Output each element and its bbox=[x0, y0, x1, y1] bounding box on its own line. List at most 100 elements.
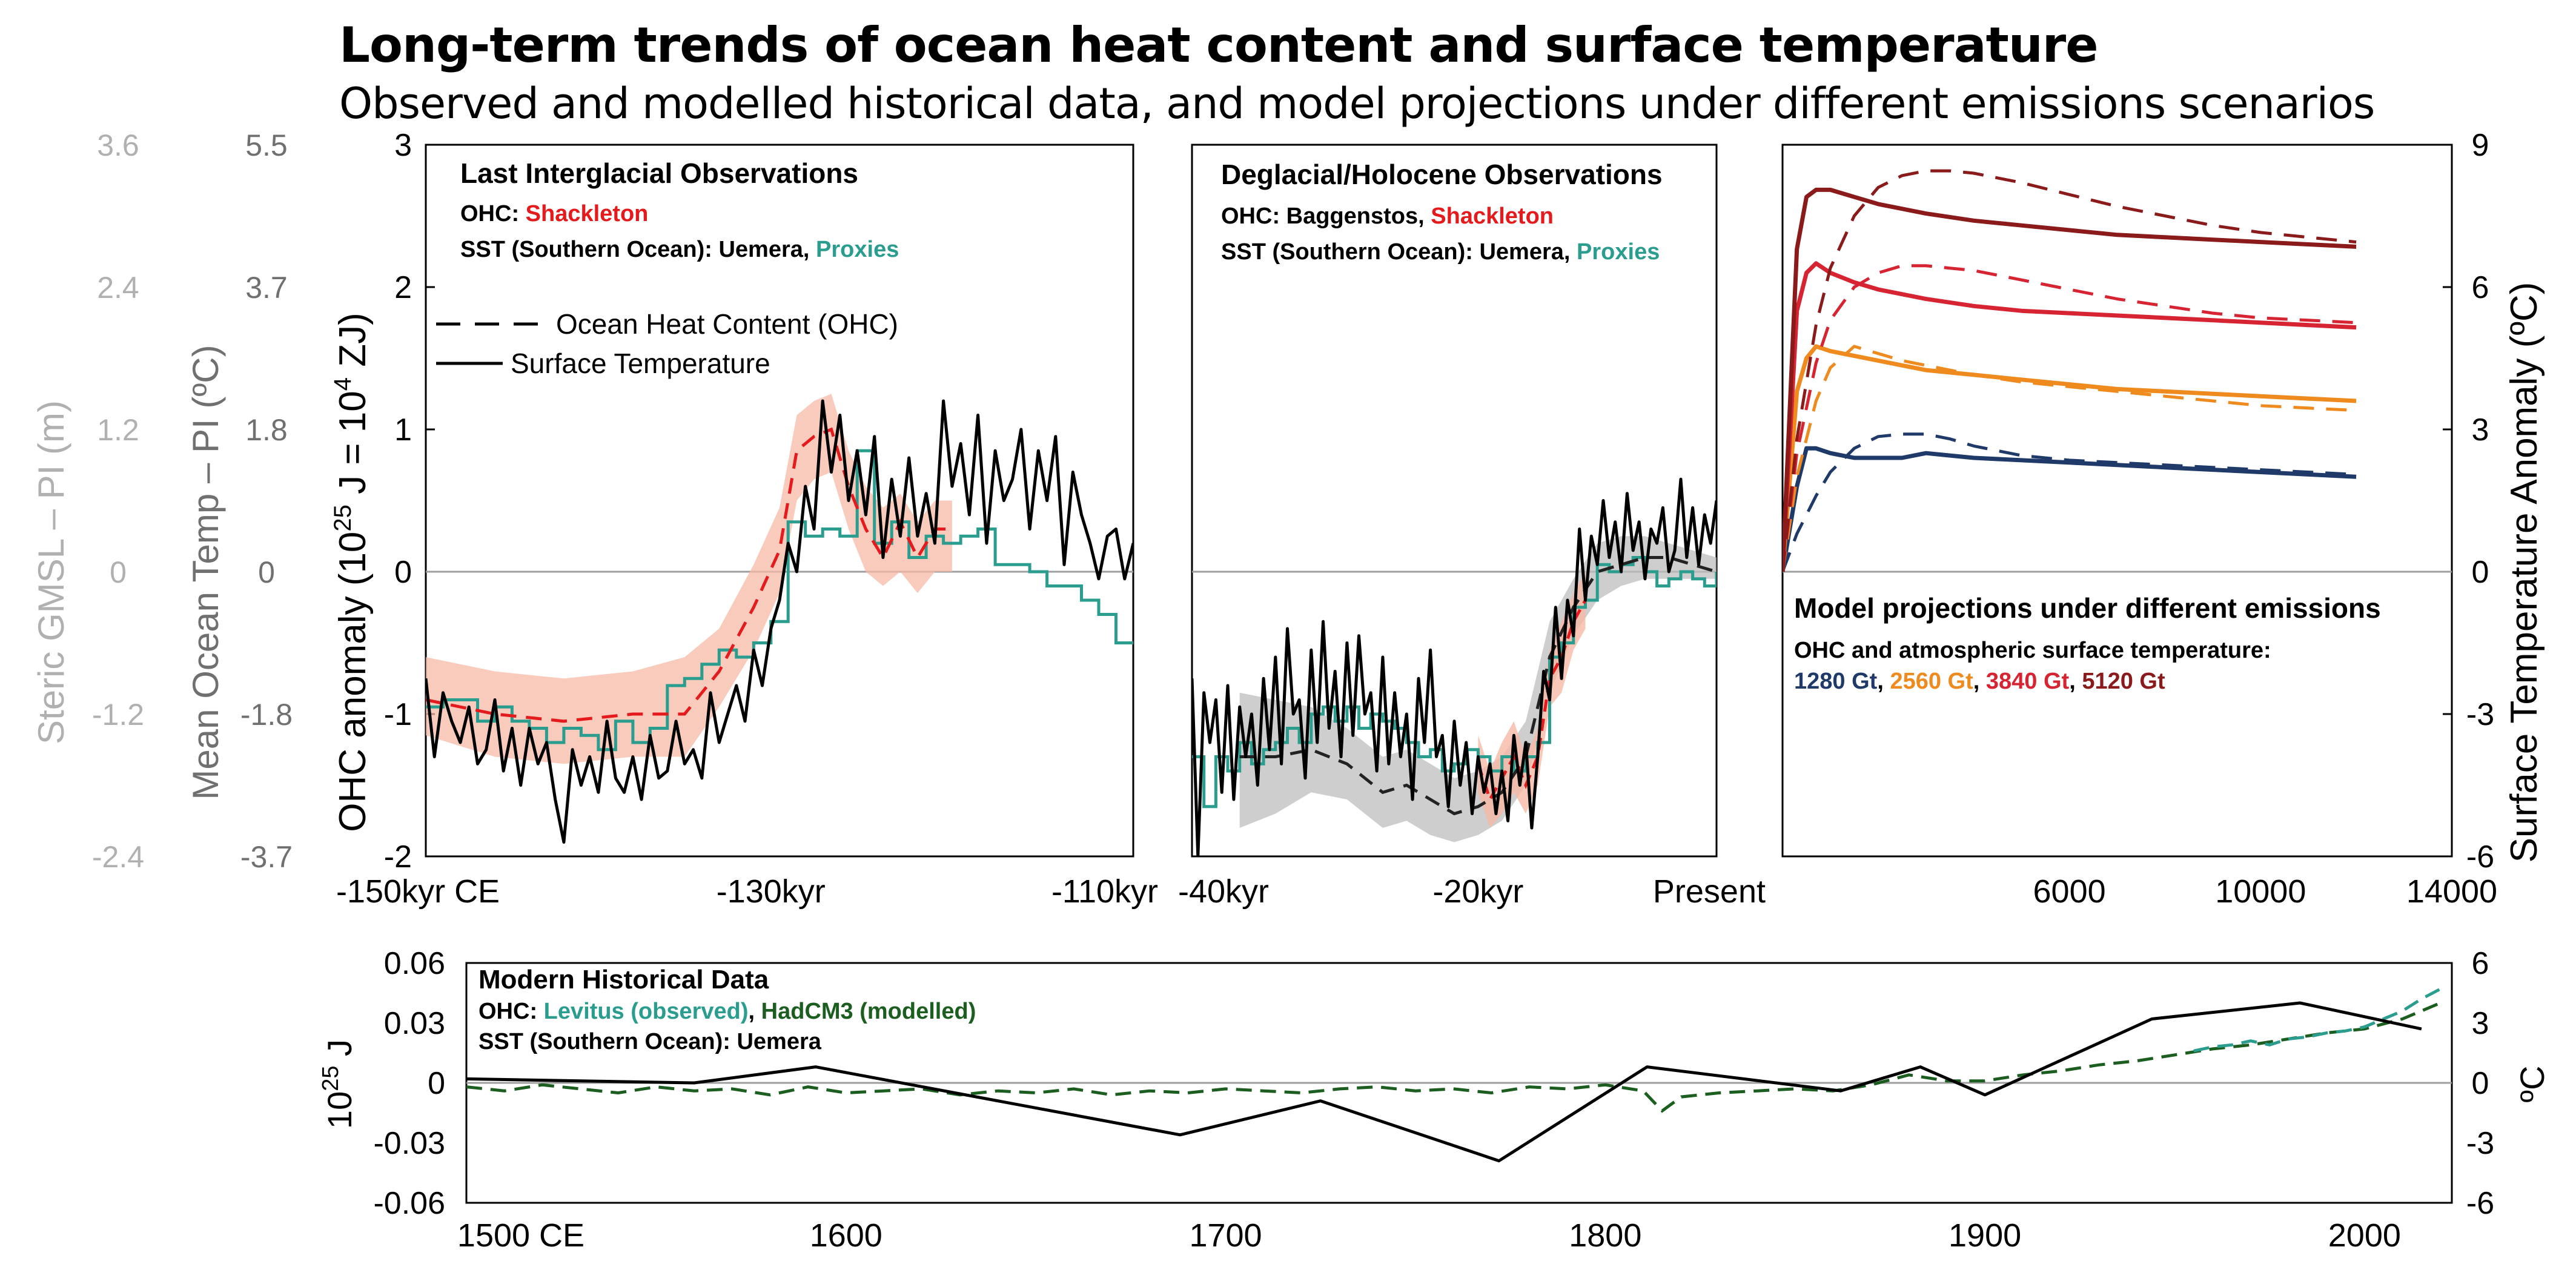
modern-y2-tick: -3 bbox=[2466, 1126, 2494, 1161]
proj-2560gt-ohc-line bbox=[1783, 345, 2357, 572]
gmsl-tick: 0 bbox=[110, 555, 127, 589]
gmsl-tick: 2.4 bbox=[97, 271, 139, 305]
panel-projections: Model projections under different emissi… bbox=[1781, 144, 2453, 858]
lig-ohc-prefix: OHC: bbox=[460, 201, 526, 227]
proj-x-tick: 14000 bbox=[2406, 873, 2497, 910]
deg-x-tick: Present bbox=[1653, 873, 1766, 910]
right-axis-tick: -3 bbox=[2466, 697, 2494, 732]
modern-x-tick: 2000 bbox=[2328, 1217, 2401, 1254]
deg-sst-source1: Uemera, bbox=[1479, 239, 1577, 265]
figure-subtitle: Observed and modelled historical data, a… bbox=[339, 79, 2375, 128]
lig-proxies-line bbox=[426, 449, 1133, 752]
proj-scenarios: 1280 Gt, 2560 Gt, 3840 Gt, 5120 Gt bbox=[1794, 669, 2165, 694]
modern-ohc-source2: HadCM3 (modelled) bbox=[761, 999, 976, 1024]
right-axis-tick: 6 bbox=[2472, 270, 2489, 305]
modern-ohc-source1: Levitus (observed) bbox=[544, 999, 749, 1024]
lig-uemera-line bbox=[426, 399, 1133, 844]
modern-y2-label: ºC bbox=[2513, 1066, 2551, 1103]
proj-2560gt-sst-line bbox=[1783, 344, 2357, 572]
modern-x-tick: 1500 CE bbox=[457, 1217, 584, 1254]
modern-heading: Modern Historical Data bbox=[478, 965, 769, 994]
deg-plot-area bbox=[1192, 477, 1717, 856]
proj-1280gt-ohc-line bbox=[1783, 432, 2357, 572]
modern-y-label-unit: J bbox=[320, 1039, 359, 1066]
ocean-temp-tick: -3.7 bbox=[240, 840, 293, 874]
ohc-axis-label-sup1: 25 bbox=[329, 504, 356, 532]
deg-sst-line: SST (Southern Ocean): Uemera, Proxies bbox=[1221, 239, 1660, 265]
panel-proj-frame bbox=[1781, 144, 2453, 858]
scenario-5120-label: 5120 Gt bbox=[2082, 669, 2165, 694]
modern-y2-tick: -6 bbox=[2466, 1186, 2494, 1221]
right-axis-tick: -6 bbox=[2466, 839, 2494, 875]
deg-shackleton-line bbox=[1477, 599, 1587, 804]
modern-y-tick: -0.06 bbox=[373, 1186, 445, 1221]
ocean-temp-axis-label: Mean Ocean Temp – PI (ºC) bbox=[185, 345, 226, 799]
ohc-tick: -1 bbox=[384, 697, 412, 732]
scenario-3840-label: 3840 Gt bbox=[1986, 669, 2070, 694]
ocean-temp-tick: 0 bbox=[258, 555, 275, 589]
ohc-axis-label-part1: OHC anomaly (10 bbox=[332, 532, 374, 832]
proj-heading: Model projections under different emissi… bbox=[1794, 592, 2381, 624]
legend-ohc-label: Ocean Heat Content (OHC) bbox=[556, 308, 898, 340]
ohc-tick: 2 bbox=[394, 270, 412, 305]
proj-x-tick: 10000 bbox=[2215, 873, 2306, 910]
proj-5120gt-ohc-line bbox=[1783, 169, 2357, 572]
scenario-2560-label: 2560 Gt bbox=[1890, 669, 1973, 694]
proj-plot-area bbox=[1783, 169, 2452, 573]
modern-x-tick: 1600 bbox=[810, 1217, 882, 1254]
modern-ohc-prefix: OHC: bbox=[478, 999, 544, 1024]
ohc-axis-label-part2: J = 10 bbox=[332, 391, 374, 504]
modern-uemera-line bbox=[466, 1001, 2422, 1163]
lig-ohc-source: Shackleton bbox=[526, 201, 649, 227]
modern-sst-source: Uemera bbox=[737, 1029, 821, 1054]
proj-3840gt-sst-line bbox=[1783, 261, 2357, 572]
panel-lig-frame bbox=[425, 144, 1134, 858]
right-axis-tick: 3 bbox=[2472, 412, 2489, 448]
lig-x-tick: -110kyr bbox=[1051, 873, 1158, 910]
panel-modern: Modern Historical Data OHC: Levitus (obs… bbox=[318, 962, 2551, 1204]
modern-x-tick: 1900 bbox=[1949, 1217, 2021, 1254]
figure-title: Long-term trends of ocean heat content a… bbox=[339, 17, 2099, 73]
ohc-axis-label-sup2: 4 bbox=[329, 377, 356, 391]
gmsl-tick: -2.4 bbox=[92, 840, 144, 874]
right-axis-tick: 0 bbox=[2472, 555, 2489, 590]
gmsl-tick: 3.6 bbox=[97, 128, 139, 162]
lig-plot-area bbox=[426, 394, 1133, 844]
left-extra-axes: Steric GMSL – PI (m) Mean Ocean Temp – P… bbox=[31, 282, 2545, 863]
lig-sst-line: SST (Southern Ocean): Uemera, Proxies bbox=[460, 237, 899, 262]
sep-3: , bbox=[2069, 669, 2082, 694]
gmsl-tick: -1.2 bbox=[92, 698, 144, 732]
ocean-temp-tick: 1.8 bbox=[245, 413, 288, 447]
lig-heading: Last Interglacial Observations bbox=[460, 157, 858, 189]
modern-ohc-line: OHC: Levitus (observed), HadCM3 (modelle… bbox=[478, 999, 976, 1024]
tick-labels: 3.62.41.20-1.2-2.45.53.71.80-1.8-3.73210… bbox=[92, 128, 2497, 1254]
deg-x-tick: -20kyr bbox=[1432, 873, 1523, 910]
ocean-temp-tick: 5.5 bbox=[245, 128, 288, 162]
panel-last-interglacial: Last Interglacial Observations OHC: Shac… bbox=[425, 144, 1134, 858]
modern-levitus-line bbox=[2193, 987, 2442, 1053]
deg-sst-prefix: SST (Southern Ocean): bbox=[1221, 239, 1479, 265]
lig-sst-source2: Proxies bbox=[816, 237, 899, 262]
modern-y-tick: 0 bbox=[428, 1066, 445, 1101]
ohc-tick: 3 bbox=[394, 128, 412, 163]
deg-ohc-source2: Shackleton bbox=[1431, 203, 1554, 229]
gmsl-axis-label: Steric GMSL – PI (m) bbox=[31, 400, 71, 744]
deg-baggenstos-line bbox=[1239, 556, 1717, 816]
modern-x-tick: 1700 bbox=[1189, 1217, 1262, 1254]
modern-y-tick: 0.03 bbox=[384, 1006, 445, 1041]
modern-sst-line: SST (Southern Ocean): Uemera bbox=[478, 1029, 822, 1054]
modern-y-label: 1025 J bbox=[318, 1039, 359, 1129]
right-axis-tick: 9 bbox=[2472, 128, 2489, 163]
deg-ohc-source1: Baggenstos, bbox=[1286, 203, 1431, 229]
proj-1280gt-sst-line bbox=[1783, 446, 2357, 572]
right-axis-label: Surface Temperature Anomaly (ºC) bbox=[2503, 282, 2545, 863]
sep-1: , bbox=[1877, 669, 1890, 694]
ocean-temp-tick: -1.8 bbox=[240, 698, 293, 732]
ocean-temp-tick: 3.7 bbox=[245, 271, 288, 305]
lig-shackleton-line bbox=[426, 427, 952, 723]
lig-sst-source1: Uemera, bbox=[718, 237, 816, 262]
proj-5120gt-sst-line bbox=[1783, 187, 2357, 572]
modern-x-tick: 1800 bbox=[1569, 1217, 1641, 1254]
ohc-tick: 1 bbox=[394, 412, 412, 448]
ohc-tick: 0 bbox=[394, 555, 412, 590]
